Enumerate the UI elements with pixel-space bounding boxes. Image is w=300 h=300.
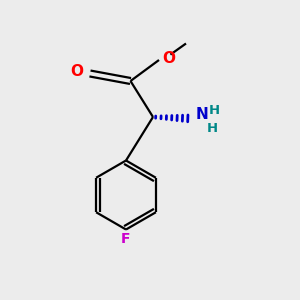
Text: F: F [121,232,131,246]
Text: O: O [162,51,175,66]
Text: N: N [196,107,209,122]
Text: H: H [207,122,218,134]
Text: H: H [209,103,220,117]
Text: O: O [70,64,83,80]
